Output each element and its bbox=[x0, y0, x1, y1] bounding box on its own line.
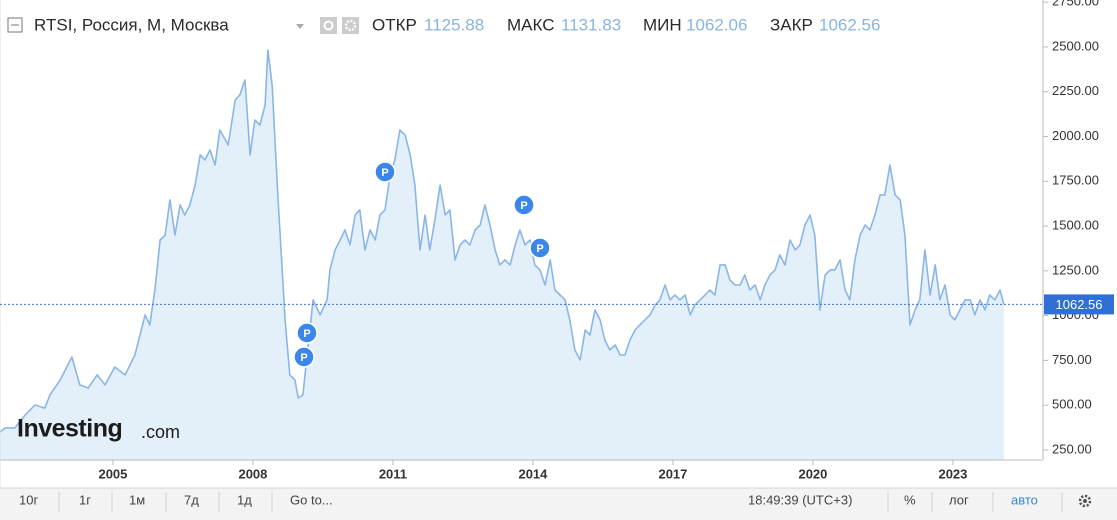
ohlc-label: ЗАКР bbox=[770, 15, 813, 34]
y-tick-label: 250.00 bbox=[1052, 441, 1092, 456]
last-price-label: 1062.56 bbox=[1056, 297, 1103, 312]
y-tick-label: 750.00 bbox=[1052, 352, 1092, 367]
price-line bbox=[0, 49, 1005, 433]
logo-brand: Investing bbox=[17, 415, 122, 443]
ohlc-value: 1125.88 bbox=[424, 15, 484, 34]
y-tick-label: 1250.00 bbox=[1052, 262, 1099, 277]
event-marker[interactable]: P bbox=[293, 346, 315, 368]
y-tick-label: 1750.00 bbox=[1052, 173, 1099, 188]
event-marker[interactable]: P bbox=[296, 322, 318, 344]
x-tick-label: 2005 bbox=[98, 466, 127, 481]
x-tick-label: 2014 bbox=[518, 466, 548, 481]
y-tick-label: 1500.00 bbox=[1052, 217, 1099, 232]
period-button[interactable]: 1г bbox=[79, 492, 91, 507]
y-tick-label: 500.00 bbox=[1052, 397, 1092, 412]
goto-button[interactable]: Go to... bbox=[290, 492, 333, 507]
x-tick-label: 2017 bbox=[658, 466, 687, 481]
last-price-badge bbox=[1044, 294, 1114, 315]
settings-gear[interactable] bbox=[1078, 494, 1092, 508]
clock: 18:49:39 (UTC+3) bbox=[748, 492, 852, 507]
svg-text:P: P bbox=[520, 200, 527, 212]
svg-text:P: P bbox=[303, 328, 310, 340]
svg-text:P: P bbox=[381, 167, 388, 179]
svg-text:P: P bbox=[300, 352, 307, 364]
x-tick-label: 2020 bbox=[798, 466, 827, 481]
x-tick-label: 2023 bbox=[938, 466, 967, 481]
eye-icon bbox=[323, 20, 334, 31]
period-button[interactable]: 10г bbox=[19, 492, 38, 507]
auto-toggle[interactable]: авто bbox=[1011, 492, 1038, 507]
x-tick-label: 2008 bbox=[238, 466, 267, 481]
svg-text:P: P bbox=[536, 243, 543, 255]
event-marker[interactable]: P bbox=[374, 161, 396, 183]
plot-area: 250.00500.00750.001000.001250.001500.001… bbox=[0, 0, 1114, 488]
ohlc-value: 1062.56 bbox=[819, 15, 880, 34]
ohlc-label: МИН bbox=[643, 15, 682, 34]
period-button[interactable]: 1д bbox=[237, 492, 252, 507]
x-tick-label: 2011 bbox=[379, 466, 407, 481]
ohlc-label: МАКС bbox=[507, 15, 555, 34]
percent-toggle[interactable]: % bbox=[904, 492, 916, 507]
y-tick-label: 2000.00 bbox=[1052, 128, 1099, 143]
log-toggle[interactable]: лог bbox=[949, 492, 969, 507]
y-tick-label: 2250.00 bbox=[1052, 83, 1099, 98]
dropdown-caret[interactable] bbox=[296, 24, 304, 29]
event-markers: P P P P P bbox=[293, 161, 551, 368]
logo-suffix: .com bbox=[141, 422, 180, 442]
toolbar bbox=[0, 488, 1117, 520]
ohlc-value: 1131.83 bbox=[561, 15, 621, 34]
ohlc-value: 1062.06 bbox=[686, 15, 747, 34]
toolbar-separators bbox=[58, 492, 1063, 512]
period-button[interactable]: 1м bbox=[129, 492, 145, 507]
eye-button[interactable] bbox=[320, 17, 337, 34]
event-marker[interactable]: P bbox=[513, 194, 535, 216]
ohlc-label: ОТКР bbox=[372, 15, 417, 34]
chart-title[interactable]: RTSI, Россия, М, Москва bbox=[34, 15, 229, 34]
settings-icon bbox=[344, 19, 357, 32]
y-tick-label: 2750.00 bbox=[1052, 0, 1099, 9]
settings-button[interactable] bbox=[342, 17, 359, 34]
y-tick-label: 2500.00 bbox=[1052, 38, 1099, 53]
event-marker[interactable]: P bbox=[529, 237, 551, 259]
period-button[interactable]: 7д bbox=[184, 492, 199, 507]
